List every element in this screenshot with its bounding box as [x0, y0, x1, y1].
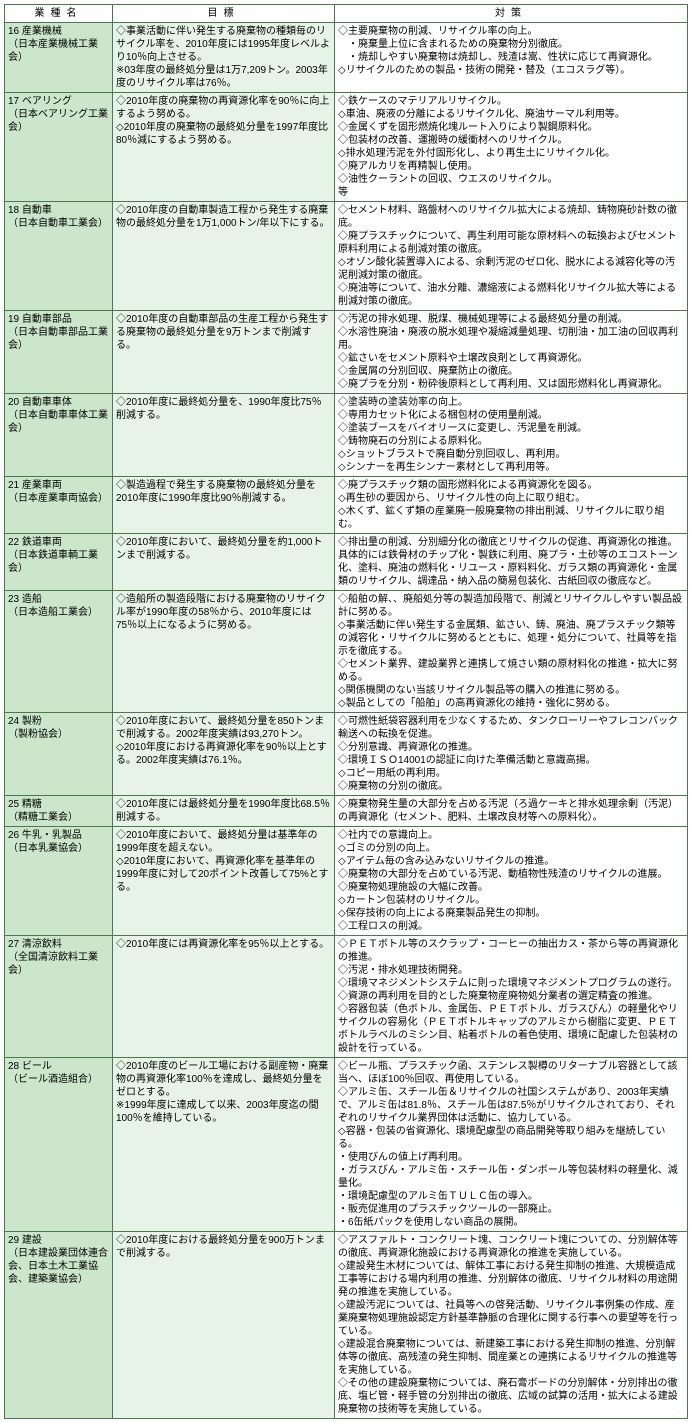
table-row: 18 自動車 （日本自動車工業会）◇2010年度の自動車製造工程から発生する廃棄… — [5, 202, 688, 311]
industry-cell: 17 ベアリング （日本ベアリング工業会） — [5, 93, 113, 202]
target-cell: ◇2010年度には最終処分量を1990年度比68.5％削減する。 — [113, 796, 335, 827]
industry-cell: 21 産業車両 （日本産業車両協会） — [5, 477, 113, 534]
target-cell: ◇2010年度において、最終処分量を約1,000トンまで削減する。 — [113, 534, 335, 591]
measure-cell: ◇可燃性紙袋容器利用を少なくするため、タンクローリーやフレコンバック輸送への転換… — [335, 713, 688, 796]
industry-table: 業種名 目標 対策 16 産業機械 （日本産業機械工業会）◇事業活動に伴い発生す… — [4, 4, 688, 1419]
table-row: 16 産業機械 （日本産業機械工業会）◇事業活動に伴い発生する廃棄物の種類毎のリ… — [5, 23, 688, 93]
industry-cell: 26 牛乳・乳製品 （日本乳業協会） — [5, 827, 113, 936]
target-cell: ◇2010年度の自動車製造工程から発生する廃棄物の最終処分量を1万1,000トン… — [113, 202, 335, 311]
target-cell: ◇造船所の製造段階における廃棄物のリサイクル率が1990年度の58％から、201… — [113, 591, 335, 713]
target-cell: ◇2010年度には再資源化率を95％以上とする。 — [113, 936, 335, 1058]
table-row: 28 ビール （ビール酒造組合）◇2010年度のビール工場における副産物・廃棄物… — [5, 1058, 688, 1232]
table-row: 22 鉄道車両 （日本鉄道車輌工業会）◇2010年度において、最終処分量を約1,… — [5, 534, 688, 591]
table-row: 24 製粉 （製粉協会）◇2010年度において、最終処分量を850トンまで削減す… — [5, 713, 688, 796]
industry-cell: 28 ビール （ビール酒造組合） — [5, 1058, 113, 1232]
header-row: 業種名 目標 対策 — [5, 5, 688, 23]
industry-cell: 25 精糖 （精糖工業会） — [5, 796, 113, 827]
table-row: 23 造船 （日本造船工業会）◇造船所の製造段階における廃棄物のリサイクル率が1… — [5, 591, 688, 713]
table-row: 26 牛乳・乳製品 （日本乳業協会）◇2010年度において、最終処分量は基準年の… — [5, 827, 688, 936]
measure-cell: ◇廃棄物発生量の大部分を占める汚泥（ろ過ケーキと排水処理余剰（汚泥）の再資源化（… — [335, 796, 688, 827]
target-cell: ◇2010年度において、最終処分量を850トンまで削減する。2002年度実績は9… — [113, 713, 335, 796]
measure-cell: ◇社内での意識向上。 ◇ゴミの分別の向上。 ◇アイテム毎の含み込みないリサイクル… — [335, 827, 688, 936]
table-row: 19 自動車部品 （日本自動車部品工業会）◇2010年度の自動車部品の生産工程か… — [5, 311, 688, 394]
table-row: 21 産業車両 （日本産業車両協会）◇製造過程で発生する廃棄物の最終処分量を20… — [5, 477, 688, 534]
table-row: 25 精糖 （精糖工業会）◇2010年度には最終処分量を1990年度比68.5％… — [5, 796, 688, 827]
measure-cell: ◇ビール瓶、プラスチック函、ステンレス製樽のリターナブル容器として該当へ、ほぼ1… — [335, 1058, 688, 1232]
measure-cell: ◇鉄ケースのマテリアルリサイクル。 ◇車油、廃液の分離によるリサイクル化、廃油サ… — [335, 93, 688, 202]
table-row: 17 ベアリング （日本ベアリング工業会）◇2010年度の廃棄物の再資源化率を9… — [5, 93, 688, 202]
target-cell: ◇2010年度における最終処分量を900万トンまで削減する。 — [113, 1232, 335, 1419]
measure-cell: ◇主要廃棄物の削減、リサイクル率の向上。 ・廃棄量上位に含まれるための廃棄物分別… — [335, 23, 688, 93]
target-cell: ◇2010年度において、最終処分量は基準年の1999年度を超えない。 ◇2010… — [113, 827, 335, 936]
target-cell: ◇2010年度の自動車部品の生産工程から発生する廃棄物の最終処分量を9万トンまで… — [113, 311, 335, 394]
measure-cell: ◇汚泥の排水処理、脱煤、機械処理等による最終処分量の削減。 ◇水溶性廃油・廃液の… — [335, 311, 688, 394]
table-row: 27 清涼飲料 （全国清涼飲料工業会）◇2010年度には再資源化率を95％以上と… — [5, 936, 688, 1058]
industry-cell: 22 鉄道車両 （日本鉄道車輌工業会） — [5, 534, 113, 591]
measure-cell: ◇セメント材料、路盤材へのリサイクル拡大による焼却、鋳物廃砂計数の徹底。 ◇廃プ… — [335, 202, 688, 311]
table-row: 20 自動車車体 （日本自動車車体工業会）◇2010年度に最終処分量を、1990… — [5, 394, 688, 477]
measure-cell: ◇ＰＥＴボトル等のスクラップ・コーヒーの抽出カス・茶から等の再資源化の推進。 ◇… — [335, 936, 688, 1058]
industry-cell: 19 自動車部品 （日本自動車部品工業会） — [5, 311, 113, 394]
industry-cell: 18 自動車 （日本自動車工業会） — [5, 202, 113, 311]
header-target: 目標 — [113, 5, 335, 23]
industry-cell: 20 自動車車体 （日本自動車車体工業会） — [5, 394, 113, 477]
industry-cell: 29 建設 （日本建設業団体連合会、日本土木工業協会、建築業協会） — [5, 1232, 113, 1419]
target-cell: ◇2010年度の廃棄物の再資源化率を90％に向上するよう努める。 ◇2010年度… — [113, 93, 335, 202]
target-cell: ◇2010年度のビール工場における副産物・廃棄物の再資源化率100％を達成し、最… — [113, 1058, 335, 1232]
header-industry: 業種名 — [5, 5, 113, 23]
measure-cell: ◇塗装時の塗装効率の向上。 ◇専用カセット化による梱包材の使用量削減。 ◇塗装ブ… — [335, 394, 688, 477]
industry-cell: 16 産業機械 （日本産業機械工業会） — [5, 23, 113, 93]
measure-cell: ◇船舶の解、、廃船処分等の製造加段階で、削減とリサイクルしやすい製品設計に努める… — [335, 591, 688, 713]
industry-cell: 27 清涼飲料 （全国清涼飲料工業会） — [5, 936, 113, 1058]
measure-cell: ◇廃プラスチック類の固形燃料化による再資源化を図る。 ◇再生砂の要因から、リサイ… — [335, 477, 688, 534]
header-measure: 対策 — [335, 5, 688, 23]
target-cell: ◇2010年度に最終処分量を、1990年度比75％削減する。 — [113, 394, 335, 477]
target-cell: ◇製造過程で発生する廃棄物の最終処分量を2010年度に1990年度比90％削減す… — [113, 477, 335, 534]
industry-cell: 23 造船 （日本造船工業会） — [5, 591, 113, 713]
table-row: 29 建設 （日本建設業団体連合会、日本土木工業協会、建築業協会）◇2010年度… — [5, 1232, 688, 1419]
measure-cell: ◇排出量の削減、分別細分化の徹底とリサイクルの促進、再資源化の推進。具体的には鉄… — [335, 534, 688, 591]
measure-cell: ◇アスファルト・コンクリート塊、コンクリート塊についての、分別解体等の徹底、再資… — [335, 1232, 688, 1419]
industry-cell: 24 製粉 （製粉協会） — [5, 713, 113, 796]
target-cell: ◇事業活動に伴い発生する廃棄物の種類毎のリサイクル率を、2010年度には1995… — [113, 23, 335, 93]
